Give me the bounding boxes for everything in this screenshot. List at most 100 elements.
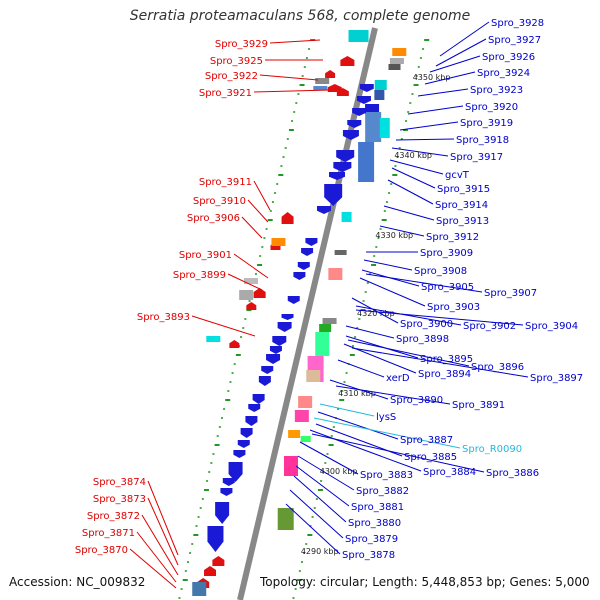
leader-line-right	[387, 179, 434, 205]
gene-label-right: Spro_3908	[414, 266, 467, 277]
gene-arrow-forward	[281, 314, 294, 320]
map-title: Serratia proteamaculans 568, complete ge…	[129, 8, 471, 24]
gene-arrow-forward	[356, 96, 371, 104]
gene-label-left: Spro_3925	[210, 56, 263, 67]
gene-label-right: gcvT	[445, 170, 470, 181]
gene-block-forward	[388, 64, 401, 70]
gene-block-forward	[374, 80, 387, 90]
leader-line-right	[311, 433, 485, 473]
leader-line-left	[253, 89, 331, 93]
label-leader-lines	[129, 21, 529, 589]
leader-line-left	[227, 273, 263, 291]
leader-line-right	[351, 347, 529, 378]
gene-label-right: Spro_3883	[360, 470, 413, 481]
gene-label-right: Spro_3926	[482, 52, 535, 63]
gene-arrow-forward	[240, 428, 253, 438]
leader-line-right	[297, 455, 355, 491]
gene-label-left: Spro_3922	[205, 71, 258, 82]
gene-arrow-forward	[248, 404, 261, 412]
gene-arrow-forward	[333, 162, 352, 172]
leader-line-right	[383, 205, 435, 221]
leader-line-right	[399, 121, 459, 131]
leader-line-right	[351, 297, 399, 324]
gene-label-right: Spro_3898	[396, 334, 449, 345]
gene-arrow-forward	[277, 322, 292, 332]
leader-line-right	[317, 411, 399, 440]
leader-line-right	[363, 259, 413, 271]
kbp-label: 4350 kbp	[413, 73, 451, 82]
kbp-label: 4330 kbp	[375, 231, 413, 240]
leader-line-right	[391, 147, 449, 157]
gene-label-right: Spro_3891	[452, 400, 505, 411]
gene-arrow-forward	[342, 130, 359, 140]
gene-label-right: Spro_3882	[356, 486, 409, 497]
gene-arrow-forward	[233, 450, 246, 458]
kbp-markers: 4350 kbp 4340 kbp 4330 kbp 4320 kbp 4310 kbp…	[301, 73, 451, 556]
gene-label-right: Spro_3879	[345, 534, 398, 545]
gene-arrow-forward	[258, 376, 271, 386]
gene-block-forward	[315, 332, 330, 356]
gene-block-forward	[374, 90, 385, 100]
leader-line-right	[335, 385, 451, 405]
gene-label-right: Spro_3912	[426, 232, 479, 243]
gene-arrow-forward	[287, 296, 300, 304]
gene-arrow-forward	[237, 440, 250, 448]
leader-line-right	[379, 225, 425, 237]
leader-line-right	[391, 167, 436, 189]
gene-features	[192, 30, 407, 596]
gene-arrow-forward	[305, 238, 318, 246]
gene-label-right: Spro_3895	[420, 354, 473, 365]
gene-block-forward	[298, 396, 313, 408]
gene-block-forward	[389, 58, 404, 64]
gene-arrow-forward	[329, 172, 346, 180]
gene-label-right: Spro_3900	[400, 319, 453, 330]
leader-line-right	[389, 159, 444, 175]
gene-arrow-forward	[245, 416, 258, 426]
gene-arrow-reverse	[212, 556, 225, 566]
gene-label-right: Spro_3894	[418, 369, 471, 380]
gene-arrow-reverse	[204, 566, 217, 576]
gene-label-right: Spro_3878	[342, 550, 395, 561]
leader-line-right	[435, 38, 487, 67]
gene-label-right: Spro_3914	[435, 200, 488, 211]
gene-block-forward	[392, 48, 407, 56]
kbp-label: 4320 kbp	[357, 309, 395, 318]
leader-line-right	[365, 273, 483, 293]
leader-line-right	[407, 105, 464, 115]
gene-label-left: Spro_3872	[87, 511, 140, 522]
position-ticks	[178, 39, 430, 599]
gene-block-forward	[365, 112, 382, 142]
gene-label-right: Spro_3923	[470, 85, 523, 96]
gene-arrow-forward	[228, 462, 243, 482]
gene-label-right: Spro_3887	[400, 435, 453, 446]
leader-line-left	[259, 74, 319, 81]
leader-line-left	[241, 216, 263, 239]
leader-line-right	[345, 325, 395, 339]
gene-block-forward	[277, 508, 294, 530]
leader-line-right	[313, 417, 461, 449]
gene-label-right: Spro_R0090	[462, 444, 522, 455]
gene-arrow-forward	[272, 336, 287, 346]
gene-block-reverse	[239, 290, 254, 300]
gene-label-left: Spro_3911	[199, 177, 252, 188]
gene-label-right: Spro_3896	[471, 362, 524, 373]
gene-label-right: Spro_3915	[437, 184, 490, 195]
leader-line-left	[136, 531, 177, 583]
gene-arrow-forward	[266, 354, 281, 364]
gene-label-right: Spro_3920	[465, 102, 518, 113]
kbp-label: 4300 kbp	[320, 467, 358, 476]
gene-block-reverse	[313, 86, 328, 90]
gene-block-reverse	[271, 238, 286, 246]
gene-label-right: Spro_3884	[423, 467, 476, 478]
gene-block-forward	[365, 104, 380, 114]
gene-label-right: Spro_3885	[404, 452, 457, 463]
gene-label-left: Spro_3893	[137, 312, 190, 323]
gene-labels: Spro_3929 Spro_3925 Spro_3922 Spro_3921 Spro…	[75, 18, 583, 561]
gene-arrow-forward	[336, 150, 355, 162]
gene-label-right: Spro_3917	[450, 152, 503, 163]
leader-line-right	[424, 71, 476, 85]
leader-line-right	[439, 21, 490, 57]
gene-arrow-reverse	[281, 212, 294, 224]
gene-arrow-forward	[359, 84, 374, 92]
